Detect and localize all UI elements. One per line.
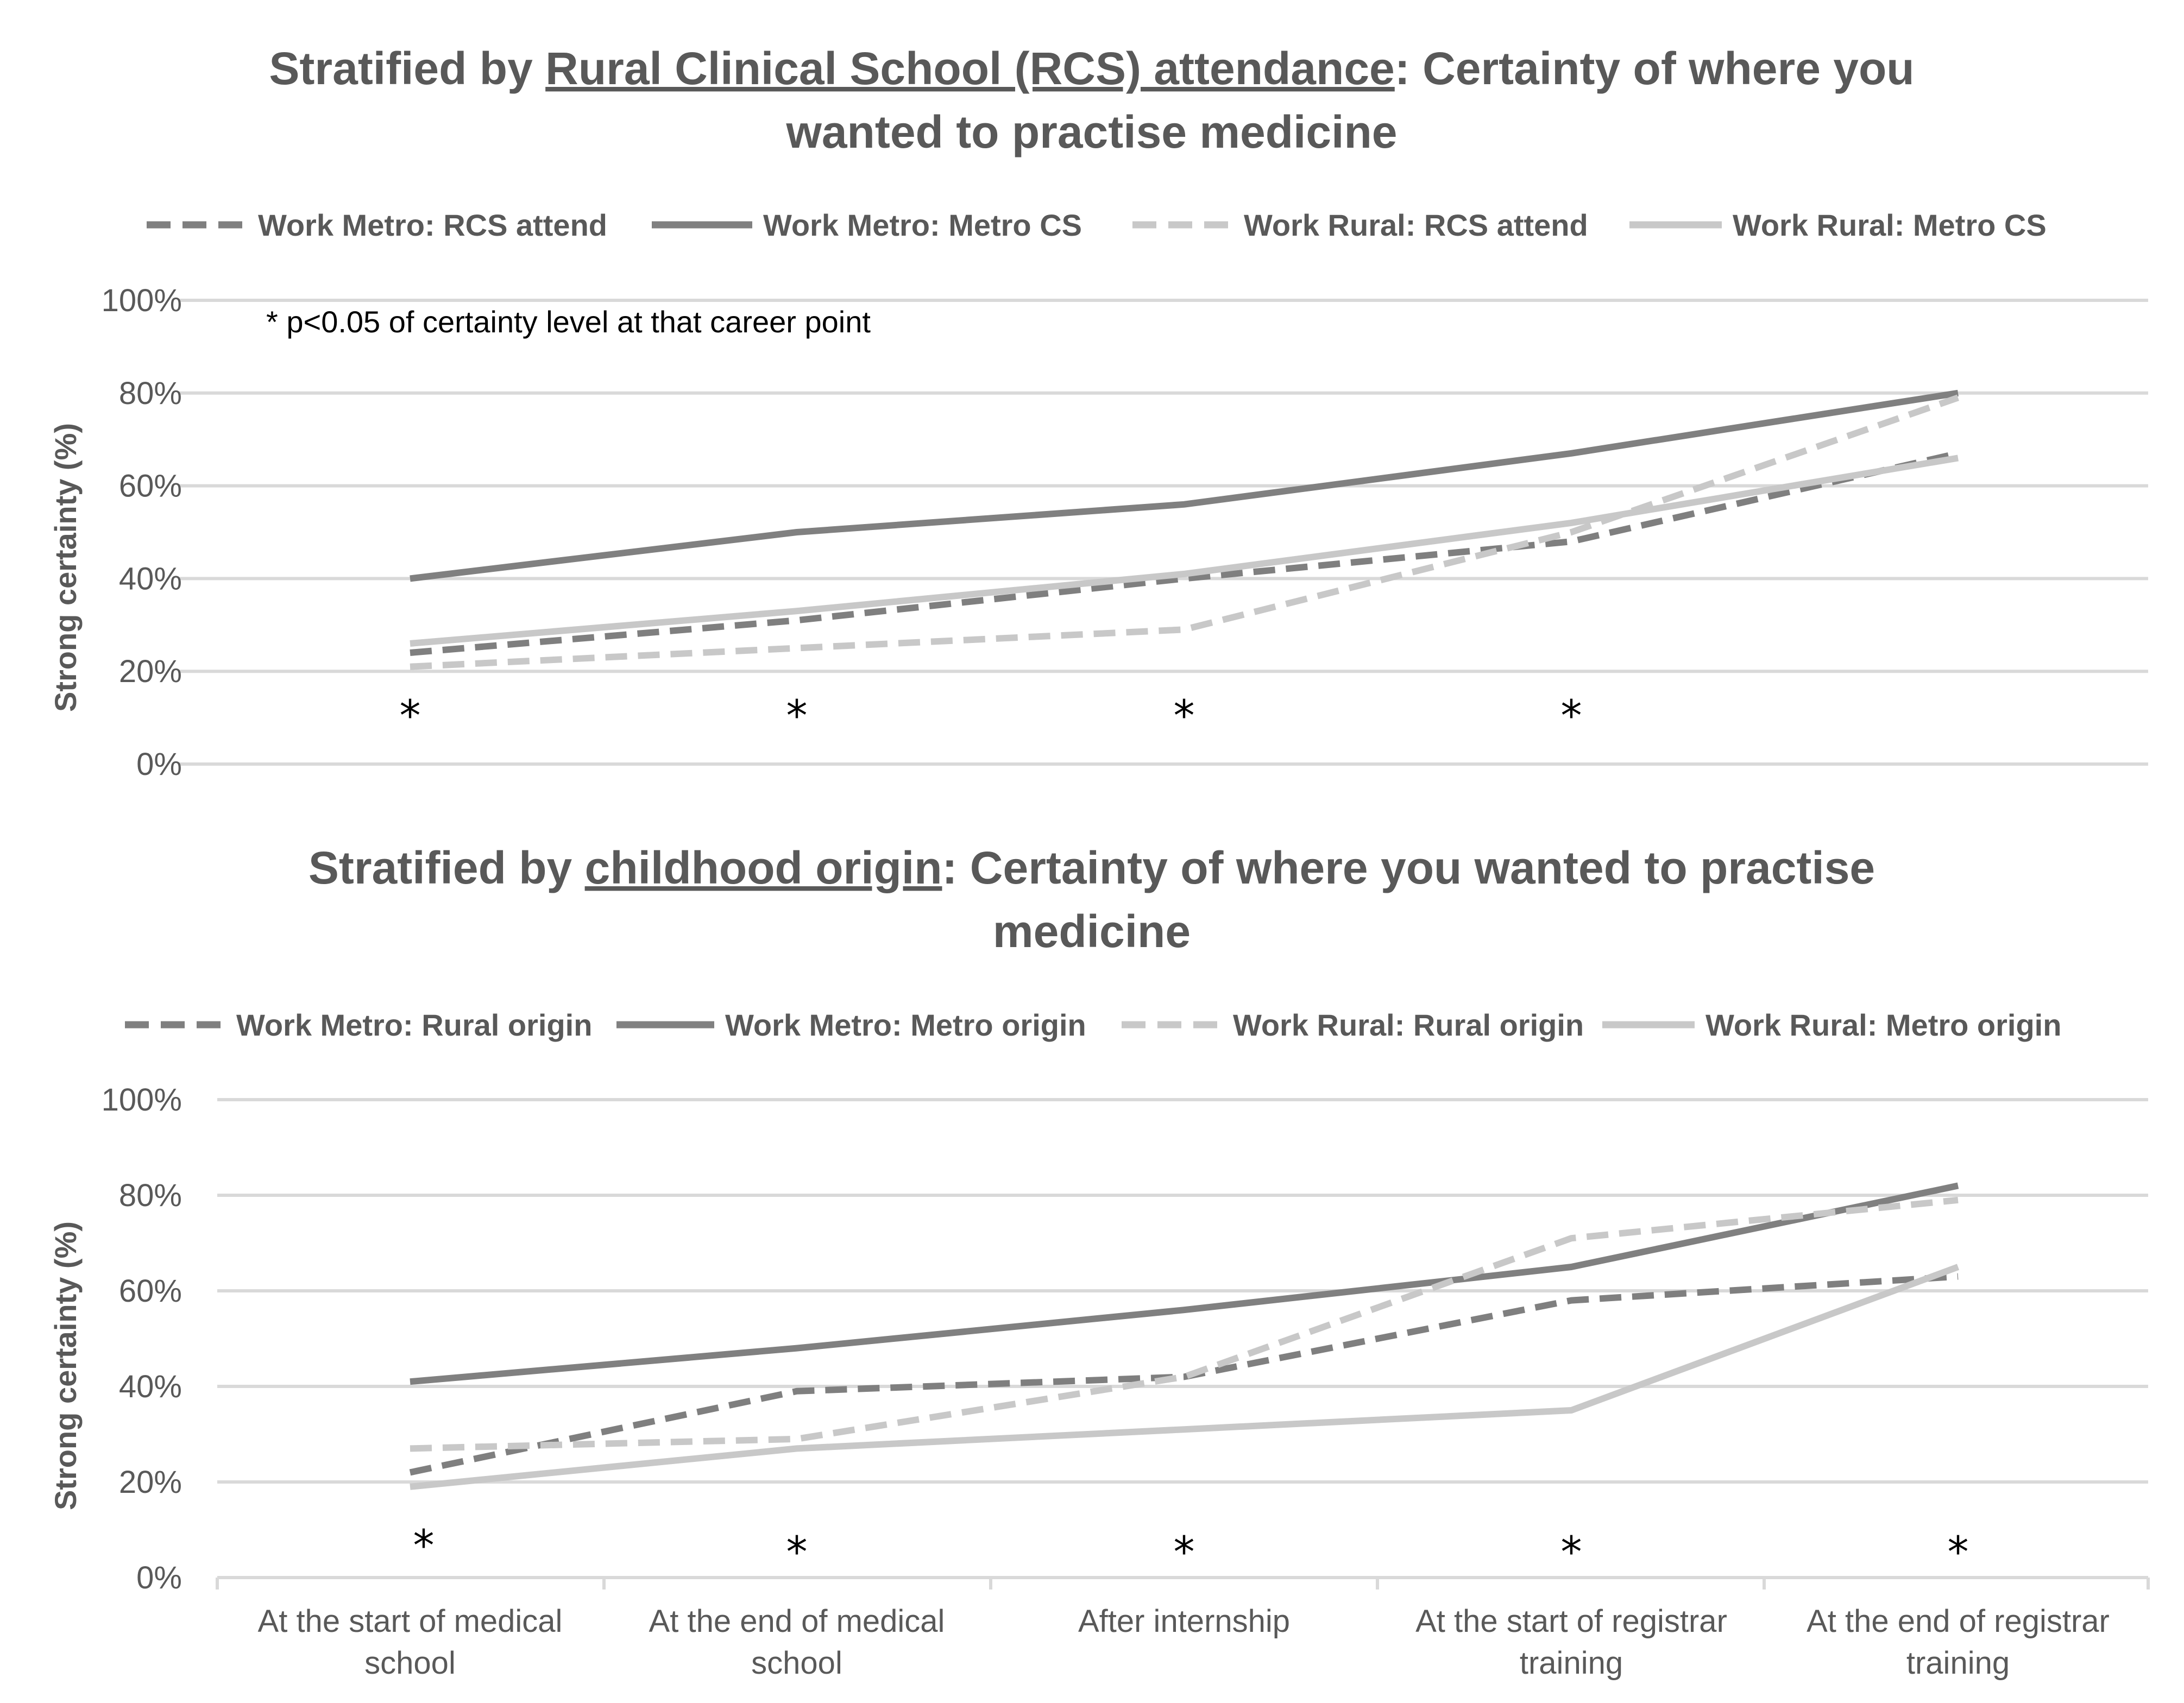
legend-label: Work Metro: Metro CS xyxy=(763,208,1082,242)
significance-marker: * xyxy=(1174,1528,1195,1577)
legend-label: Work Rural: Metro origin xyxy=(1705,1008,2061,1042)
chart-1-y-axis-ticks: 0% 20% 40% 60% 80% 100% xyxy=(102,283,182,782)
chart-2-gridlines xyxy=(217,1098,2148,1579)
x-tick-label: At the start of registrar xyxy=(1415,1604,1727,1639)
chart-2-y-axis-label: Strong certainty (%) xyxy=(48,1221,83,1510)
chart-1-title-line2: wanted to practise medicine xyxy=(786,106,1398,157)
x-tick-label-line2: training xyxy=(1520,1645,1623,1681)
significance-marker: * xyxy=(786,1528,808,1577)
y-tick-label: 0% xyxy=(136,747,182,782)
x-tick-label-line2: school xyxy=(751,1645,842,1681)
chart-1-gridlines xyxy=(179,299,2148,766)
chart-2: Stratified by childhood origin: Certaint… xyxy=(48,842,2150,1681)
chart-2-series xyxy=(409,1182,1960,1490)
y-tick-label: 80% xyxy=(119,376,182,411)
legend-label: Work Metro: Metro origin xyxy=(725,1008,1086,1042)
y-tick-label: 100% xyxy=(102,1082,182,1118)
y-tick-label: 20% xyxy=(119,1465,182,1500)
chart-2-x-axis: At the start of medical school At the end … xyxy=(216,1576,2150,1681)
series-line xyxy=(410,389,1959,582)
series-line xyxy=(410,455,1959,647)
x-tick-label-line2: school xyxy=(364,1645,456,1681)
chart-2-significance-markers: * * * * * xyxy=(413,1522,1969,1577)
y-tick-label: 60% xyxy=(119,1273,182,1309)
legend-label: Work Metro: RCS attend xyxy=(258,208,607,242)
y-tick-label: 40% xyxy=(119,561,182,596)
significance-marker: * xyxy=(1948,1528,1969,1577)
chart-1-significance-markers: * * * * xyxy=(400,692,1582,741)
significance-marker: * xyxy=(400,692,421,741)
chart-2-title-line2: medicine xyxy=(993,906,1191,957)
series-line xyxy=(410,1264,1960,1490)
y-tick-label: 20% xyxy=(119,654,182,689)
y-tick-label: 0% xyxy=(136,1560,182,1595)
series-line xyxy=(409,1273,1959,1476)
chart-1: Stratified by Rural Clinical School (RCS… xyxy=(48,43,2148,782)
chart-1-legend: Work Metro: RCS attend Work Metro: Metro … xyxy=(147,208,2047,242)
chart-2-legend: Work Metro: Rural origin Work Metro: Metr… xyxy=(125,1008,2061,1042)
legend-label: Work Metro: Rural origin xyxy=(236,1008,592,1042)
significance-marker: * xyxy=(1561,1528,1582,1577)
series-line xyxy=(410,1182,1959,1385)
y-tick-label: 100% xyxy=(102,283,182,318)
chart-1-significance-note: * p<0.05 of certainty level at that care… xyxy=(266,305,871,339)
y-tick-label: 60% xyxy=(119,469,182,504)
x-tick-label: At the end of medical xyxy=(649,1604,945,1639)
significance-marker: * xyxy=(1174,692,1195,741)
x-tick-label: At the end of registrar xyxy=(1807,1604,2110,1639)
x-tick-label-line2: training xyxy=(1906,1645,2010,1681)
legend-label: Work Rural: RCS attend xyxy=(1244,208,1588,242)
x-tick-label: After internship xyxy=(1078,1604,1290,1639)
series-line xyxy=(410,1196,1959,1452)
chart-2-title-line1: Stratified by childhood origin: Certaint… xyxy=(309,842,1875,893)
chart-1-series xyxy=(410,389,1959,670)
y-tick-label: 80% xyxy=(119,1178,182,1213)
legend-label: Work Rural: Metro CS xyxy=(1733,208,2047,242)
series-line xyxy=(410,394,1959,670)
legend-label: Work Rural: Rural origin xyxy=(1233,1008,1584,1042)
significance-marker: * xyxy=(413,1522,435,1570)
chart-1-y-axis-label: Strong certainty (%) xyxy=(48,423,83,712)
chart-1-title-line1: Stratified by Rural Clinical School (RCS… xyxy=(269,43,1914,94)
y-tick-label: 40% xyxy=(119,1369,182,1404)
x-tick-label: At the start of medical xyxy=(258,1604,563,1639)
significance-marker: * xyxy=(1561,692,1582,741)
chart-2-y-axis-ticks: 0% 20% 40% 60% 80% 100% xyxy=(102,1082,182,1595)
significance-marker: * xyxy=(786,692,808,741)
